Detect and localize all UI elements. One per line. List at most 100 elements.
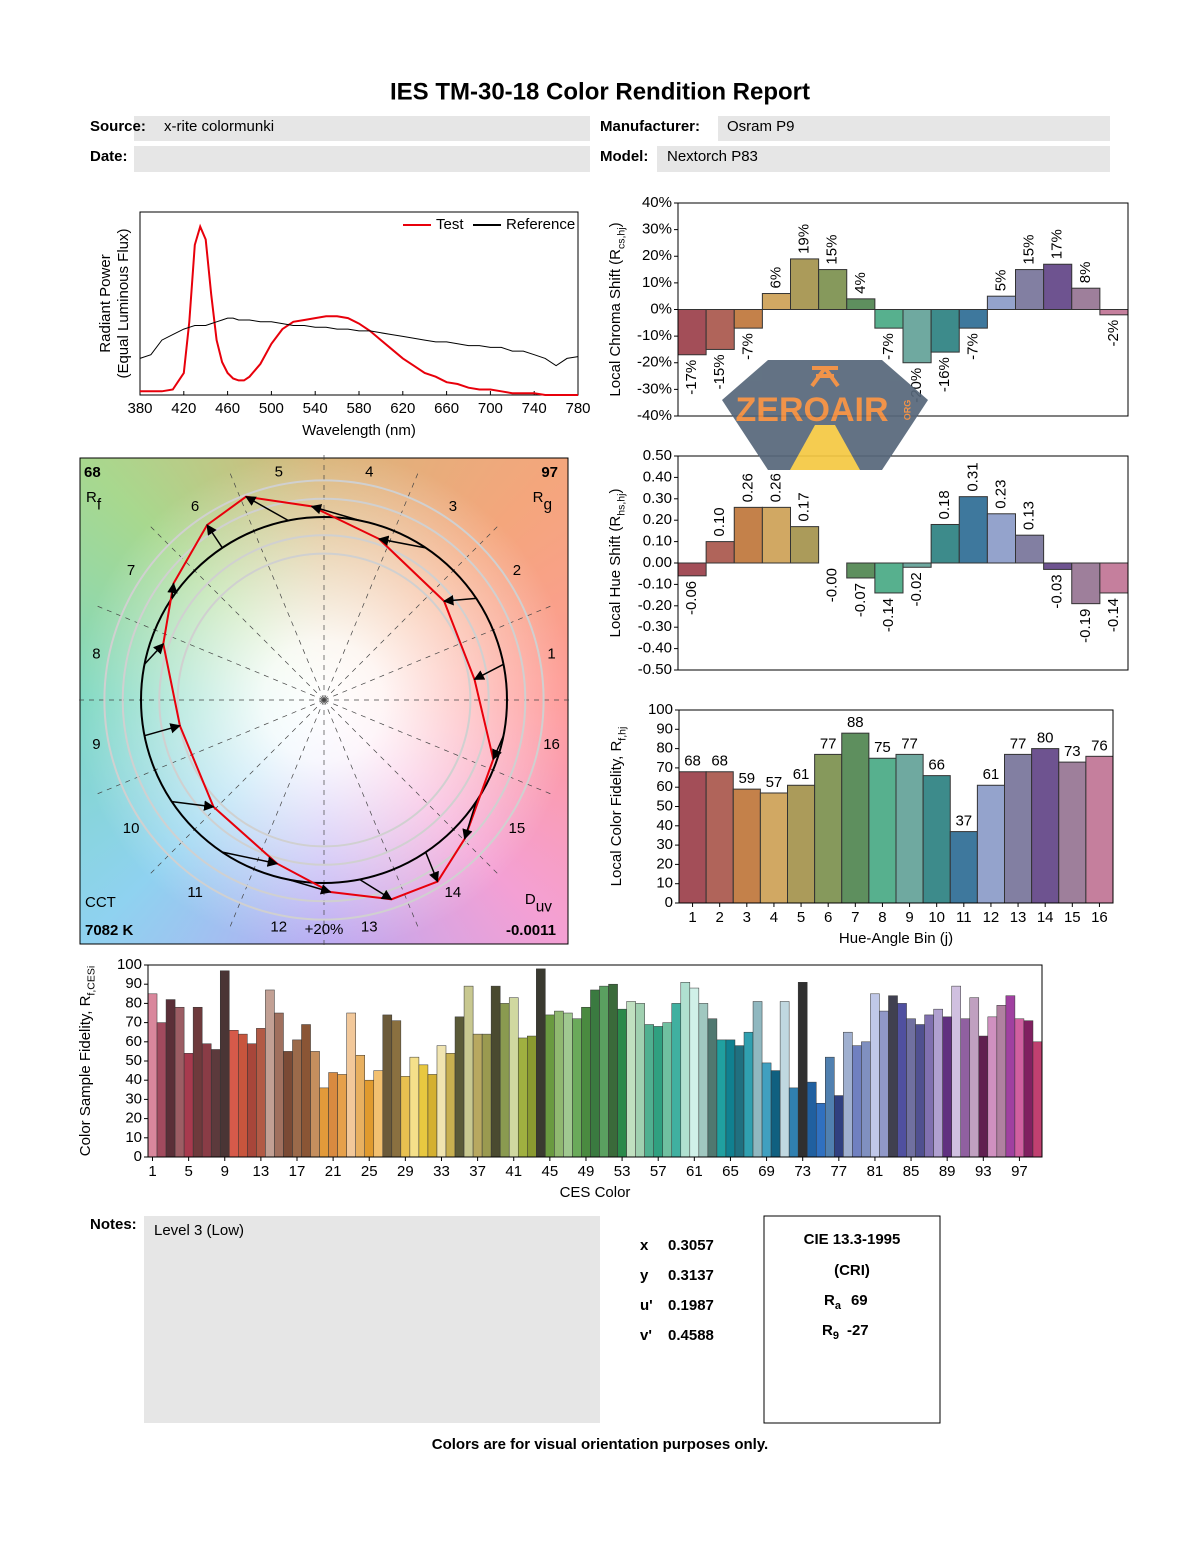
bar (846, 298, 876, 311)
bar (599, 985, 609, 1158)
y-axis-title-part: hs,hj (615, 494, 627, 516)
y-tick-label: 70 (656, 759, 673, 776)
y-tick-label: 40% (642, 194, 672, 211)
bar (1071, 287, 1101, 311)
y-tick-label: -0.10 (638, 575, 672, 592)
legend-label: Reference (506, 216, 575, 233)
bar (445, 1053, 456, 1158)
bar (987, 1016, 998, 1158)
bin-boundary (150, 526, 325, 701)
bar (364, 1079, 375, 1158)
bar (733, 506, 763, 564)
bin-label: 7 (127, 562, 135, 579)
bar (677, 309, 707, 356)
bar (310, 1051, 320, 1158)
bar (779, 1001, 790, 1158)
bar (1004, 753, 1033, 904)
value: -27 (847, 1322, 869, 1339)
x-tick-label: 11 (956, 909, 972, 926)
x-tick-label: 85 (903, 1163, 920, 1180)
cri-subtitle: (CRI) (834, 1262, 870, 1279)
chromaticity-value: 0.3057 (668, 1237, 714, 1254)
bar (174, 1006, 185, 1158)
x-tick-label: 3 (743, 909, 751, 926)
bin-label: 14 (445, 884, 462, 901)
bar (590, 989, 600, 1158)
bar (490, 985, 501, 1158)
y-tick-label: -20% (637, 354, 672, 371)
y-tick-label: 10 (125, 1129, 142, 1146)
bin-boundary (323, 473, 419, 701)
bar (797, 982, 808, 1158)
y-tick-label: 0.30 (643, 490, 672, 507)
bar (608, 983, 618, 1158)
y-axis-title: Local Hue Shift (Rhs,hj) (607, 489, 627, 638)
bar (986, 513, 1016, 564)
bar-value-label: -2% (1105, 320, 1122, 347)
bar (815, 1102, 826, 1158)
chromaticity-label: v' (640, 1327, 652, 1344)
bar (400, 1076, 411, 1158)
y-tick-label: -30% (637, 380, 672, 397)
y-tick-label: 10 (656, 875, 673, 892)
x-tick-label: 15 (1064, 909, 1081, 926)
bar-value-label: 75 (874, 739, 891, 756)
bar (183, 1053, 194, 1158)
bar (725, 1039, 736, 1158)
x-tick-label: 49 (578, 1163, 595, 1180)
rf-symbol-part: f (97, 497, 102, 514)
bar (319, 1087, 329, 1158)
bar (355, 1054, 365, 1158)
bar (1085, 755, 1114, 904)
field-label: Model: (600, 148, 648, 165)
rf-symbol: Rf (86, 489, 102, 514)
y-tick-label: 0% (650, 300, 672, 317)
bar-value-label: 0.23 (992, 480, 1009, 509)
bar-value-label: 73 (1064, 743, 1081, 760)
bar (1099, 562, 1129, 594)
bar (545, 1014, 555, 1158)
y-axis-title-part: Local Hue Shift (R (607, 516, 624, 638)
notes-box (144, 1216, 600, 1423)
bar (902, 309, 932, 364)
bar-value-label: 80 (1037, 730, 1054, 747)
bar (698, 1003, 709, 1158)
bar (527, 1035, 537, 1158)
bar-value-label: 0.10 (711, 507, 728, 536)
x-tick-label: 77 (830, 1163, 847, 1180)
x-tick-label: 420 (171, 400, 196, 417)
y-tick-label: 0 (665, 894, 673, 911)
bar-value-label: -0.07 (852, 583, 869, 617)
x-tick-label: 5 (797, 909, 805, 926)
x-tick-label: 740 (522, 400, 547, 417)
bar-value-label: -17% (683, 360, 700, 395)
bar (301, 1024, 311, 1158)
bar (210, 1049, 221, 1158)
x-tick-label: 5 (184, 1163, 192, 1180)
bar-value-label: 61 (793, 766, 810, 783)
bar (949, 831, 978, 904)
bar (427, 1074, 438, 1158)
bin-label: 11 (187, 884, 203, 901)
bin-label: 4 (365, 463, 373, 480)
bar (969, 997, 980, 1158)
series-line (140, 223, 578, 396)
bar (787, 784, 816, 904)
bar (201, 1043, 212, 1158)
shift-arrow (473, 663, 504, 681)
y-tick-label: -10% (637, 327, 672, 344)
scale-ring (103, 479, 545, 921)
bar (788, 1087, 799, 1158)
y-tick-label: 20 (125, 1110, 142, 1127)
x-tick-label: 4 (770, 909, 778, 926)
y-tick-label: -0.20 (638, 597, 672, 614)
bar (915, 1024, 925, 1158)
bin-label: 6 (191, 498, 199, 515)
y-tick-label: 80 (125, 994, 142, 1011)
bar (874, 309, 904, 329)
bar (1032, 1041, 1043, 1158)
bar (1071, 562, 1101, 605)
rg-value: 97 (541, 464, 558, 481)
bar (644, 1024, 654, 1158)
